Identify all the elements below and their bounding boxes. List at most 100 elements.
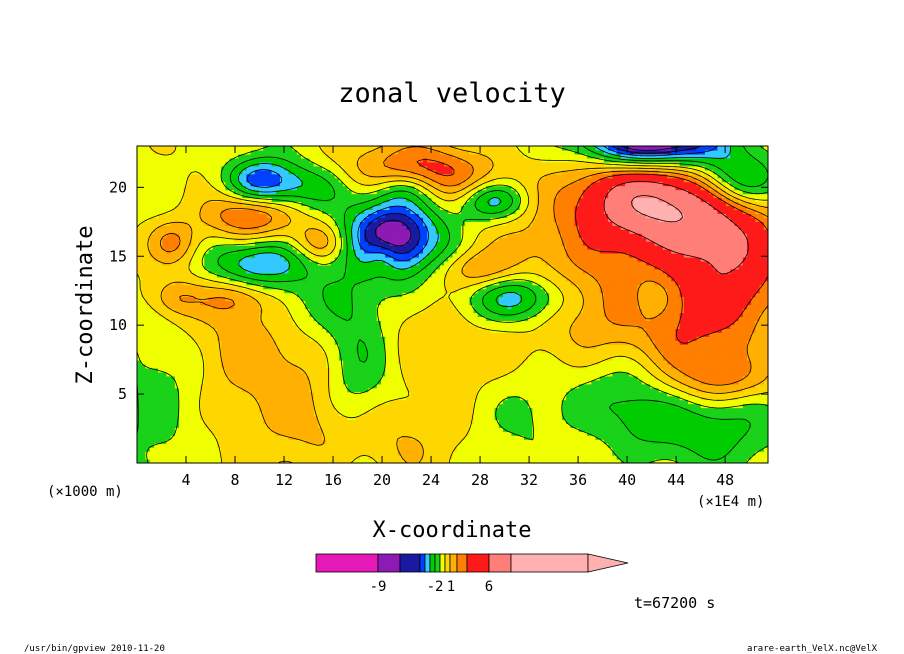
- field-cell: [204, 379, 210, 385]
- field-cell: [364, 451, 369, 456]
- field-cell: [570, 395, 576, 401]
- field-cell: [519, 431, 525, 436]
- field-cell: [288, 423, 294, 428]
- field-cell: [368, 411, 374, 417]
- field-cell: [490, 340, 496, 345]
- field-cell: [591, 395, 597, 401]
- field-cell: [444, 455, 449, 460]
- field-cell: [263, 348, 269, 353]
- field-cell: [431, 419, 437, 424]
- field-cell: [309, 371, 315, 377]
- field-cell: [603, 348, 609, 353]
- field-cell: [755, 344, 761, 349]
- field-cell: [309, 344, 315, 349]
- field-cell: [355, 336, 361, 341]
- field-cell: [137, 352, 142, 357]
- field-cell: [494, 387, 500, 393]
- field-cell: [317, 332, 323, 337]
- field-cell: [406, 403, 412, 409]
- field-cell: [700, 356, 706, 361]
- field-cell: [578, 459, 584, 463]
- field-cell: [166, 419, 172, 424]
- field-cell: [309, 415, 315, 421]
- field-cell: [477, 427, 483, 432]
- field-cell: [528, 336, 534, 341]
- field-cell: [448, 371, 454, 377]
- field-cell: [608, 447, 613, 452]
- field-cell: [616, 407, 622, 413]
- field-cell: [751, 443, 756, 448]
- field-cell: [658, 387, 664, 393]
- field-cell: [393, 352, 399, 357]
- field-cell: [654, 367, 660, 373]
- field-cell: [524, 415, 529, 421]
- field-cell: [301, 451, 306, 456]
- field-cell: [545, 411, 550, 417]
- field-cell: [137, 455, 142, 460]
- field-cell: [296, 336, 302, 341]
- field-cell: [271, 411, 277, 417]
- field-cell: [275, 332, 281, 337]
- field-cell: [502, 415, 508, 421]
- field-cell: [250, 411, 256, 417]
- field-cell: [460, 423, 466, 428]
- field-cell: [574, 356, 580, 361]
- field-cell: [229, 423, 235, 428]
- field-cell: [498, 395, 504, 401]
- field-cell: [414, 423, 420, 428]
- field-cell: [730, 399, 735, 405]
- field-cell: [158, 352, 163, 357]
- field-cell: [519, 399, 525, 405]
- field-cell: [292, 371, 298, 377]
- field-cell: [254, 332, 260, 337]
- field-cell: [536, 447, 542, 452]
- field-cell: [725, 375, 731, 381]
- field-cell: [582, 411, 588, 417]
- field-cell: [267, 443, 273, 448]
- field-cell: [490, 359, 496, 365]
- field-cell: [334, 403, 340, 409]
- field-cell: [212, 336, 218, 341]
- field-cell: [351, 387, 357, 393]
- field-cell: [574, 375, 580, 381]
- field-cell: [153, 447, 159, 452]
- field-cell: [414, 459, 420, 463]
- field-cell: [486, 451, 491, 456]
- field-cell: [313, 423, 319, 428]
- field-cell: [263, 443, 269, 448]
- field-cell: [679, 447, 685, 452]
- field-cell: [494, 359, 500, 365]
- field-cell: [372, 356, 378, 361]
- field-cell: [389, 419, 395, 424]
- field-cell: [376, 435, 382, 440]
- field-cell: [208, 435, 214, 440]
- field-cell: [212, 367, 218, 373]
- field-cell: [179, 348, 184, 353]
- field-cell: [431, 395, 437, 401]
- field-cell: [654, 455, 660, 460]
- field-cell: [675, 395, 681, 401]
- field-cell: [141, 359, 147, 365]
- field-cell: [179, 383, 184, 389]
- field-cell: [671, 447, 677, 452]
- field-cell: [208, 371, 214, 377]
- field-cell: [242, 427, 247, 432]
- field-cell: [355, 367, 361, 373]
- field-cell: [578, 363, 584, 369]
- field-cell: [595, 367, 601, 373]
- field-cell: [183, 427, 189, 432]
- field-cell: [389, 332, 395, 337]
- field-cell: [595, 383, 601, 389]
- field-cell: [460, 415, 466, 421]
- field-cell: [662, 336, 668, 341]
- field-cell: [166, 435, 172, 440]
- field-cell: [145, 391, 151, 397]
- field-cell: [258, 328, 264, 333]
- field-cell: [393, 443, 399, 448]
- field-cell: [242, 455, 247, 460]
- field-cell: [557, 383, 563, 389]
- field-cell: [700, 459, 706, 463]
- field-cell: [351, 352, 357, 357]
- field-cell: [216, 399, 222, 405]
- field-cell: [717, 363, 723, 369]
